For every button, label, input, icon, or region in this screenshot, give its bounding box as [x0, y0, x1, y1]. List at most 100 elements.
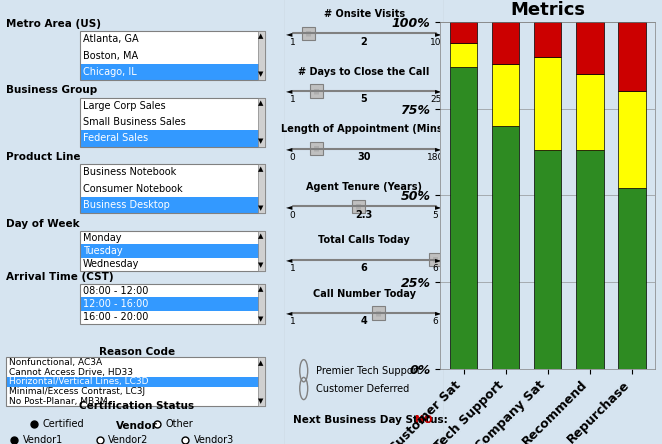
Text: Boston, MA: Boston, MA	[83, 51, 138, 60]
Text: ▲: ▲	[258, 33, 263, 40]
Text: 1: 1	[290, 38, 295, 47]
Text: Federal Sales: Federal Sales	[83, 133, 148, 143]
Text: Large Corp Sales: Large Corp Sales	[83, 101, 166, 111]
Text: 5: 5	[361, 94, 367, 104]
Text: Business Group: Business Group	[6, 85, 97, 95]
Text: |||: |||	[305, 31, 312, 36]
FancyBboxPatch shape	[6, 377, 265, 387]
FancyBboxPatch shape	[429, 253, 442, 266]
Text: ▲: ▲	[258, 360, 263, 366]
FancyBboxPatch shape	[79, 297, 265, 311]
Bar	[534, 22, 561, 57]
Text: Reason Code: Reason Code	[99, 347, 175, 357]
Text: 12:00 - 16:00: 12:00 - 16:00	[83, 299, 148, 309]
Text: Certified: Certified	[42, 419, 84, 429]
Text: Arrival Time (CST): Arrival Time (CST)	[6, 272, 113, 282]
Text: ◄: ◄	[286, 144, 293, 153]
Text: ◄: ◄	[286, 202, 293, 211]
Text: 2: 2	[361, 36, 367, 47]
FancyBboxPatch shape	[79, 181, 265, 197]
Bar	[618, 91, 645, 188]
Text: Vendor: Vendor	[116, 420, 158, 431]
Title: Customer Experience
Metrics: Customer Experience Metrics	[440, 0, 655, 19]
FancyBboxPatch shape	[310, 84, 323, 98]
Bar	[492, 126, 520, 369]
Text: Length of Appointment (Mins): Length of Appointment (Mins)	[281, 124, 447, 135]
Text: Horizontal/Vertical Lines, LC3D: Horizontal/Vertical Lines, LC3D	[9, 377, 148, 386]
FancyBboxPatch shape	[258, 231, 265, 271]
Text: Small Business Sales: Small Business Sales	[83, 117, 185, 127]
Text: |||: |||	[432, 257, 439, 262]
Text: ▼: ▼	[258, 138, 263, 144]
Text: 1: 1	[290, 317, 295, 326]
Text: ▼: ▼	[258, 71, 263, 78]
Bar	[576, 151, 604, 369]
Text: Tuesday: Tuesday	[83, 246, 122, 256]
Text: ▼: ▼	[258, 398, 263, 404]
FancyBboxPatch shape	[79, 130, 265, 147]
Text: Nonfunctional, AC3A: Nonfunctional, AC3A	[9, 358, 102, 367]
Text: Cannot Access Drive, HD33: Cannot Access Drive, HD33	[9, 368, 132, 377]
Text: 0: 0	[290, 211, 295, 220]
Text: 180: 180	[427, 153, 444, 162]
Text: Atlanta, GA: Atlanta, GA	[83, 34, 138, 44]
Text: ►: ►	[436, 202, 442, 211]
Text: Other: Other	[165, 419, 193, 429]
Text: 6: 6	[433, 264, 438, 273]
Text: ◄: ◄	[286, 255, 293, 264]
Text: ►: ►	[436, 144, 442, 153]
Bar	[576, 22, 604, 74]
Text: ◄: ◄	[286, 87, 293, 95]
Bar	[492, 64, 520, 126]
FancyBboxPatch shape	[79, 31, 265, 48]
Text: 1: 1	[290, 95, 295, 104]
Text: Day of Week: Day of Week	[6, 218, 79, 229]
Text: Vendor2: Vendor2	[108, 435, 148, 444]
FancyBboxPatch shape	[258, 31, 265, 80]
Text: Vendor3: Vendor3	[193, 435, 234, 444]
Text: 16:00 - 20:00: 16:00 - 20:00	[83, 313, 148, 322]
Text: |||: |||	[313, 146, 320, 151]
Text: ▼: ▼	[258, 205, 263, 211]
Text: Call Number Today: Call Number Today	[312, 289, 416, 299]
Text: ▲: ▲	[258, 166, 263, 173]
Bar	[576, 74, 604, 151]
Text: Agent Tenure (Years): Agent Tenure (Years)	[306, 182, 422, 192]
FancyBboxPatch shape	[372, 306, 385, 320]
Bar	[534, 151, 561, 369]
Text: Monday: Monday	[83, 233, 121, 242]
Text: Premier Tech Support: Premier Tech Support	[316, 366, 421, 376]
Text: ▼: ▼	[258, 262, 263, 269]
Text: ▲: ▲	[258, 233, 263, 239]
Text: 2.3: 2.3	[355, 210, 373, 220]
Text: Business Notebook: Business Notebook	[83, 167, 176, 178]
FancyBboxPatch shape	[79, 63, 265, 80]
Text: Consumer Notebook: Consumer Notebook	[83, 184, 182, 194]
Text: ◄: ◄	[286, 29, 293, 38]
FancyBboxPatch shape	[6, 357, 265, 367]
Text: 25: 25	[430, 95, 442, 104]
FancyBboxPatch shape	[6, 387, 265, 396]
Text: 30: 30	[357, 152, 371, 162]
Text: # Days to Close the Call: # Days to Close the Call	[299, 67, 430, 77]
FancyBboxPatch shape	[79, 48, 265, 63]
FancyBboxPatch shape	[79, 164, 265, 181]
Bar	[618, 188, 645, 369]
Text: 5: 5	[433, 211, 438, 220]
Text: 6: 6	[361, 263, 367, 273]
FancyBboxPatch shape	[302, 27, 315, 40]
FancyBboxPatch shape	[79, 98, 265, 114]
Text: Certification Status: Certification Status	[79, 400, 194, 411]
Text: Customer Deferred: Customer Deferred	[316, 384, 410, 393]
Text: Minimal/Excess Contrast, LC3J: Minimal/Excess Contrast, LC3J	[9, 387, 145, 396]
FancyBboxPatch shape	[79, 231, 265, 244]
Text: Vendor1: Vendor1	[23, 435, 63, 444]
Text: 6: 6	[433, 317, 438, 326]
Text: ►: ►	[436, 255, 442, 264]
Text: Business Desktop: Business Desktop	[83, 200, 169, 210]
Bar	[450, 43, 477, 67]
Text: Chicago, IL: Chicago, IL	[83, 67, 136, 77]
Text: Metro Area (US): Metro Area (US)	[6, 19, 101, 29]
FancyBboxPatch shape	[79, 197, 265, 213]
FancyBboxPatch shape	[258, 164, 265, 213]
